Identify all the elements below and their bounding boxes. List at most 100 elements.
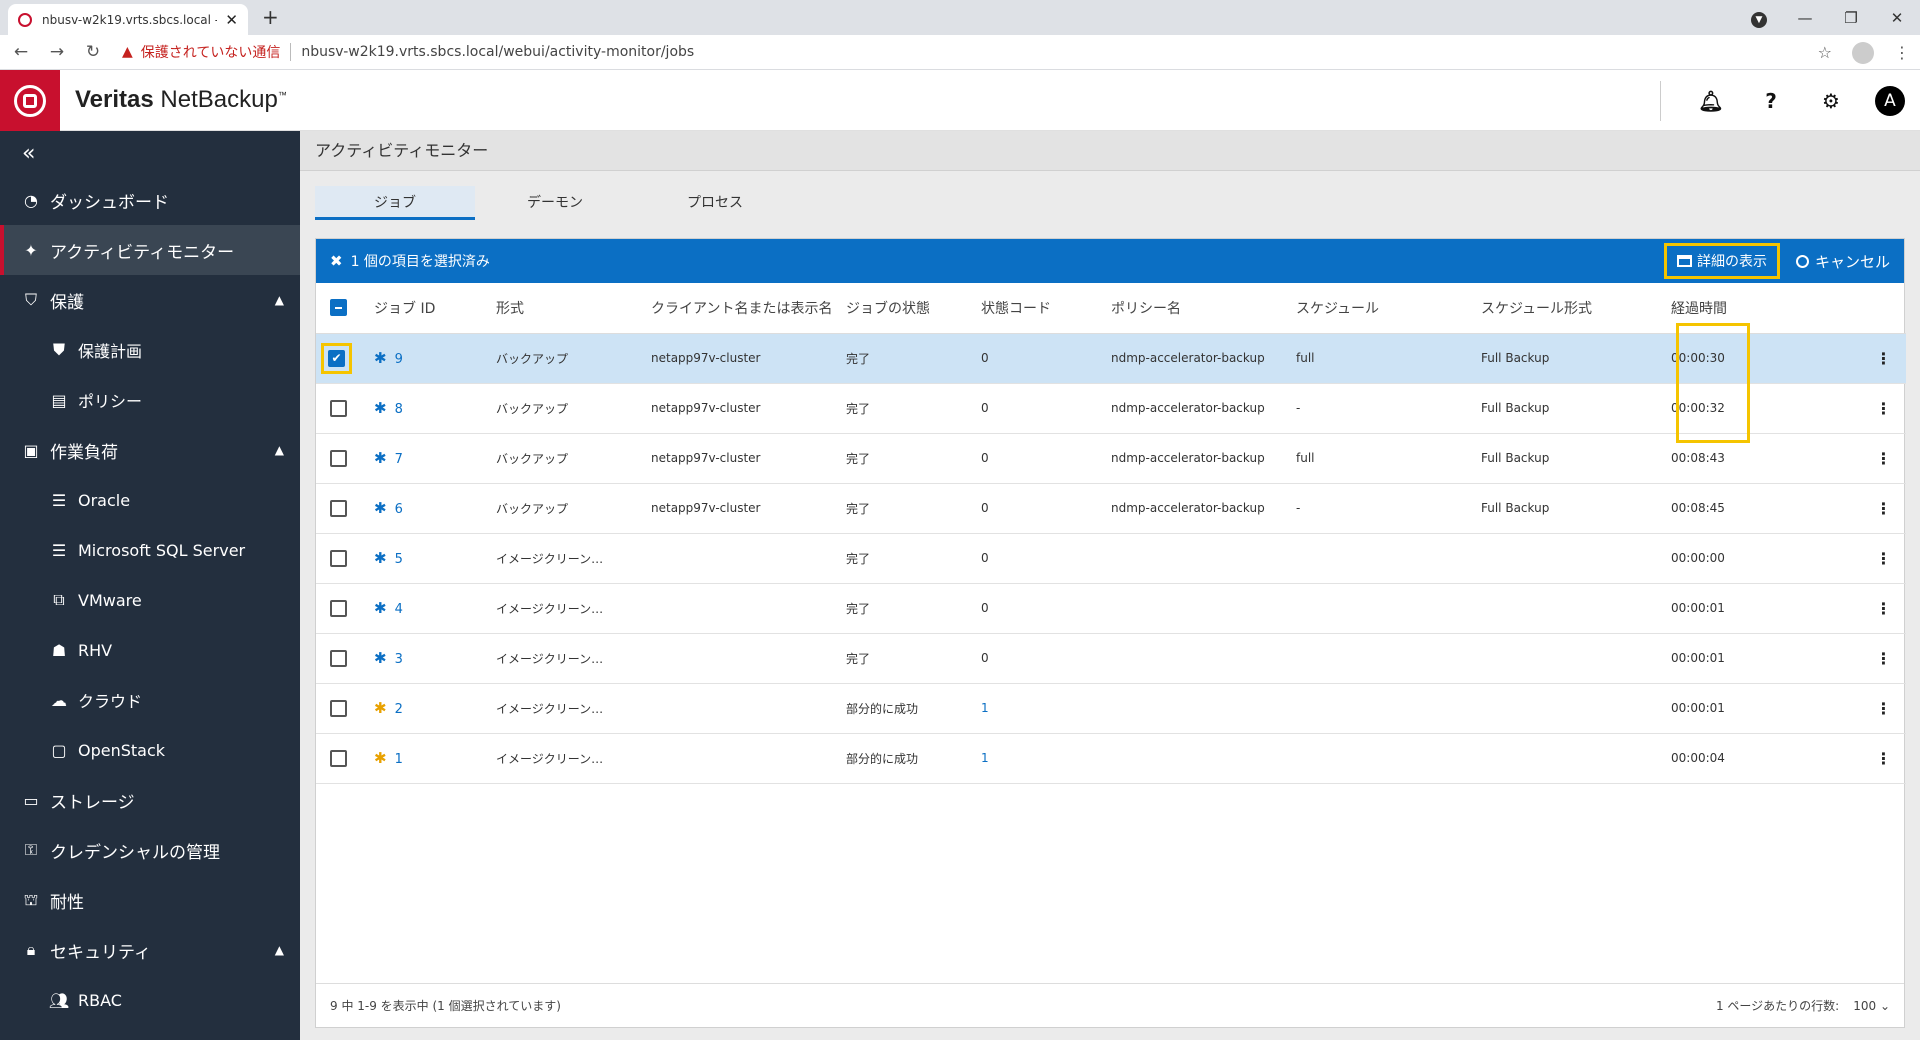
cancel-button[interactable]: キャンセル: [1795, 251, 1890, 272]
jobs-table: ジョブ ID 形式 クライアント名または表示名 ジョブの状態 状態コード ポリシ…: [316, 283, 1906, 784]
profile-icon[interactable]: [1852, 41, 1874, 64]
row-checkbox[interactable]: [330, 549, 347, 567]
job-id-link[interactable]: 2: [394, 702, 403, 717]
select-all-checkbox[interactable]: [330, 299, 347, 317]
reload-icon[interactable]: ↻: [85, 42, 101, 62]
help-icon[interactable]: ?: [1765, 88, 1777, 113]
table-row[interactable]: ✱ 3 イメージクリーン… 完了 0 00:00:01 ⋮: [316, 633, 1906, 684]
sidebar-item-credentials[interactable]: ⚿ クレデンシャルの管理: [0, 825, 300, 875]
table-row[interactable]: ✱ 5 イメージクリーン… 完了 0 00:00:00 ⋮: [316, 533, 1906, 584]
close-window-icon[interactable]: ✕: [1890, 8, 1904, 27]
row-menu-icon[interactable]: ⋮: [1853, 583, 1906, 634]
sidebar-item-workloads[interactable]: ▣ 作業負荷 ▲: [0, 425, 300, 475]
minimize-icon[interactable]: —: [1797, 8, 1813, 27]
col-type[interactable]: 形式: [488, 283, 643, 334]
row-checkbox[interactable]: [330, 699, 347, 717]
sidebar-item-rhv[interactable]: ☗ RHV: [0, 625, 300, 675]
table-row[interactable]: ✱ 4 イメージクリーン… 完了 0 00:00:01 ⋮: [316, 583, 1906, 634]
row-checkbox[interactable]: [330, 399, 347, 417]
row-menu-icon[interactable]: ⋮: [1853, 433, 1906, 484]
sidebar-item-rbac[interactable]: 👥︎ RBAC: [48, 990, 122, 1010]
col-schedule-type[interactable]: スケジュール形式: [1473, 283, 1663, 334]
rows-per-page-select[interactable]: 100 ⌄: [1853, 998, 1890, 1013]
row-checkbox[interactable]: [330, 449, 347, 467]
table-row[interactable]: ✱ 8 バックアップ netapp97v-cluster 完了 0 ndmp-acceler…: [316, 383, 1906, 434]
bell-icon[interactable]: 🔔︎: [1698, 88, 1724, 113]
job-id-link[interactable]: 7: [394, 452, 403, 467]
cell-client: netapp97v-cluster: [643, 383, 838, 434]
new-tab-icon[interactable]: +: [262, 5, 279, 29]
col-state[interactable]: ジョブの状態: [838, 283, 973, 334]
sidebar-item-vmware[interactable]: ⧉ VMware: [0, 575, 300, 625]
sidebar-item-policies[interactable]: ▤ ポリシー: [0, 375, 300, 425]
table-row[interactable]: ✱ 2 イメージクリーン… 部分的に成功 1 00:00:01 ⋮: [316, 683, 1906, 734]
browser-tab[interactable]: nbusv-w2k19.vrts.sbcs.local - NetBackup …: [8, 4, 248, 35]
table-row[interactable]: ✔ ✱ 9 バックアップ netapp97v-cluster 完了 0 ndmp-accele…: [316, 333, 1906, 384]
row-checkbox[interactable]: [330, 749, 347, 767]
job-id-link[interactable]: 8: [394, 402, 403, 417]
sidebar-item-cloud[interactable]: ☁ クラウド: [0, 675, 300, 725]
col-schedule[interactable]: スケジュール: [1288, 283, 1473, 334]
avatar[interactable]: A: [1875, 85, 1905, 116]
collapse-sidebar-icon[interactable]: «: [22, 140, 36, 166]
col-policy[interactable]: ポリシー名: [1103, 283, 1288, 334]
row-menu-icon[interactable]: ⋮: [1853, 533, 1906, 584]
omnibox[interactable]: ▲ 保護されていない通信 nbusv-w2k19.vrts.sbcs.local…: [122, 35, 694, 70]
sidebar-item-storage[interactable]: ▭ ストレージ: [0, 775, 300, 825]
cell-type: イメージクリーン…: [488, 533, 643, 584]
sidebar-item-sql-server[interactable]: ☰ Microsoft SQL Server: [0, 525, 300, 575]
cell-status-code[interactable]: 1: [981, 701, 989, 715]
job-id-link[interactable]: 6: [394, 502, 403, 517]
row-menu-icon[interactable]: ⋮: [1853, 683, 1906, 734]
col-client[interactable]: クライアント名または表示名: [643, 283, 838, 334]
show-details-button[interactable]: 詳細の表示: [1663, 243, 1780, 279]
row-menu-icon[interactable]: ⋮: [1853, 383, 1906, 434]
job-id-link[interactable]: 9: [394, 352, 403, 367]
row-menu-icon[interactable]: ⋮: [1853, 633, 1906, 684]
col-job-id[interactable]: ジョブ ID: [366, 283, 488, 334]
browser-menu-icon[interactable]: ⋮: [1894, 43, 1910, 62]
row-checkbox[interactable]: [330, 499, 347, 517]
dashboard-icon: ◔: [24, 190, 38, 210]
bookmark-star-icon[interactable]: ☆: [1817, 43, 1832, 62]
download-indicator-icon[interactable]: ▼: [1736, 8, 1782, 28]
sidebar-item-dashboard[interactable]: ◔ ダッシュボード: [0, 175, 300, 225]
row-checkbox[interactable]: [330, 649, 347, 667]
row-menu-icon[interactable]: ⋮: [1853, 483, 1906, 534]
tab-bar: ジョブ デーモン プロセス: [315, 186, 795, 222]
table-row[interactable]: ✱ 1 イメージクリーン… 部分的に成功 1 00:00:04 ⋮: [316, 733, 1906, 784]
maximize-icon[interactable]: ❐: [1844, 8, 1858, 27]
brand-name: Veritas NetBackup™: [75, 86, 287, 113]
tab-jobs[interactable]: ジョブ: [315, 186, 475, 220]
sidebar-item-activity-monitor[interactable]: ✦ アクティビティモニター: [0, 225, 300, 275]
cell-status-code[interactable]: 1: [981, 751, 989, 765]
sidebar-item-security[interactable]: 🔒︎ セキュリティ ▲: [0, 925, 300, 975]
sidebar-item-oracle[interactable]: ☰ Oracle: [0, 475, 300, 525]
sidebar-item-protection[interactable]: ⛉ 保護 ▲: [0, 275, 300, 325]
row-menu-icon[interactable]: ⋮: [1853, 333, 1906, 384]
forward-icon[interactable]: →: [49, 42, 65, 62]
table-row[interactable]: ✱ 7 バックアップ netapp97v-cluster 完了 0 ndmp-acceler…: [316, 433, 1906, 484]
row-checkbox[interactable]: ✔: [328, 349, 345, 367]
job-person-icon: ✱: [374, 499, 387, 517]
sidebar-item-protection-plans[interactable]: ⛊ 保護計画: [0, 325, 300, 375]
job-id-link[interactable]: 5: [394, 552, 403, 567]
col-elapsed[interactable]: 経過時間: [1663, 283, 1853, 334]
sidebar-item-resilience[interactable]: ⛫ 耐性: [0, 875, 300, 925]
row-menu-icon[interactable]: ⋮: [1853, 733, 1906, 784]
col-status-code[interactable]: 状態コード: [973, 283, 1103, 334]
cell-schedule-type: [1473, 583, 1663, 634]
job-person-icon: ✱: [374, 349, 387, 367]
tab-processes[interactable]: プロセス: [687, 195, 743, 211]
close-tab-icon[interactable]: ✕: [225, 10, 238, 29]
tab-daemons[interactable]: デーモン: [527, 195, 583, 211]
job-id-link[interactable]: 3: [394, 652, 403, 667]
gear-icon[interactable]: ⚙: [1822, 88, 1840, 113]
table-row[interactable]: ✱ 6 バックアップ netapp97v-cluster 完了 0 ndmp-acceler…: [316, 483, 1906, 534]
sidebar-item-openstack[interactable]: ▢ OpenStack: [0, 725, 300, 775]
job-id-link[interactable]: 4: [394, 602, 403, 617]
job-id-link[interactable]: 1: [394, 752, 403, 767]
clear-selection-icon[interactable]: ✖: [330, 252, 343, 270]
row-checkbox[interactable]: [330, 599, 347, 617]
back-icon[interactable]: ←: [13, 42, 29, 62]
